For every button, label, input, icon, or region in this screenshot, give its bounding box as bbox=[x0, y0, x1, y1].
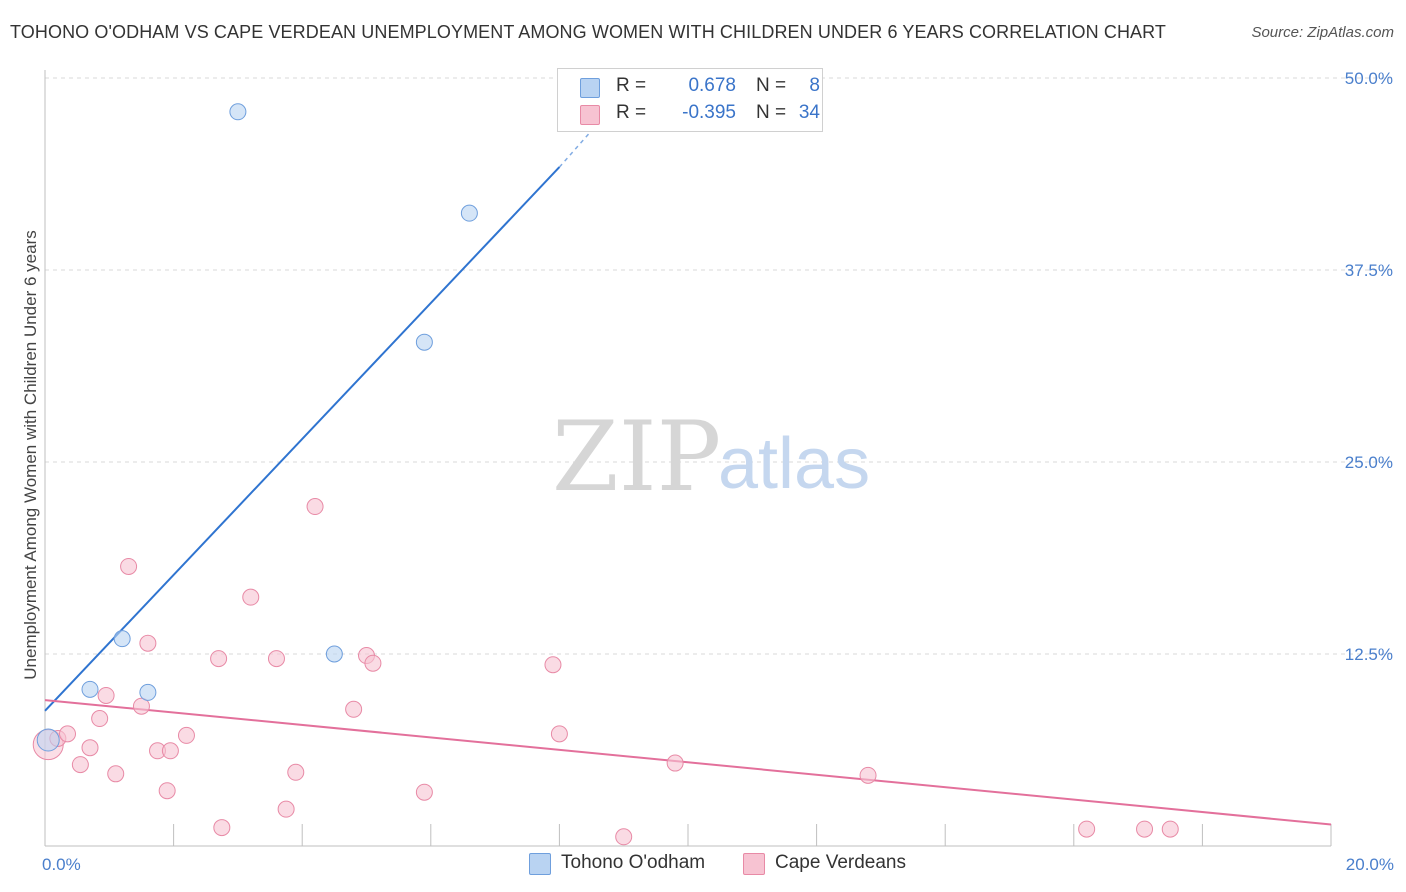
cape-verdean-point bbox=[213, 819, 231, 837]
tohono-trend-line bbox=[44, 166, 561, 712]
source-credit: Source: ZipAtlas.com bbox=[1251, 24, 1394, 41]
x-tick-label: 20.0% bbox=[1346, 855, 1394, 874]
n-value: 8 bbox=[809, 75, 820, 96]
stats-legend: R = 0.678 N = 8 R = -0.395 N = 34 bbox=[557, 68, 823, 132]
chart-title: TOHONO O'ODHAM VS CAPE VERDEAN UNEMPLOYM… bbox=[10, 22, 1167, 42]
cape-verdean-point bbox=[132, 697, 150, 715]
cape-verdean-point bbox=[97, 686, 115, 704]
grid-layer bbox=[45, 77, 1392, 655]
cape-verdean-point bbox=[59, 725, 77, 743]
r-label: R = bbox=[616, 75, 647, 96]
r-value: 0.678 bbox=[688, 75, 736, 96]
points-layer bbox=[32, 103, 1179, 846]
bottom-legend-swatch-blue bbox=[529, 853, 551, 875]
cape-verdean-point bbox=[91, 710, 109, 728]
watermark-zip: ZIP bbox=[552, 401, 721, 513]
cape-verdean-point bbox=[71, 756, 89, 774]
cape-verdean-point bbox=[345, 700, 363, 718]
cape-verdean-point bbox=[615, 828, 633, 846]
legend-swatch-blue bbox=[580, 78, 600, 98]
cape-verdean-point bbox=[242, 588, 260, 606]
tohono-point bbox=[81, 680, 99, 698]
cape-verdean-point bbox=[287, 763, 305, 781]
legend-swatch-pink bbox=[580, 105, 600, 125]
cape-verdean-point bbox=[1078, 820, 1096, 838]
tohono-point bbox=[325, 645, 343, 663]
cape-verdean-point bbox=[666, 754, 684, 772]
r-value: -0.395 bbox=[682, 102, 736, 123]
cape-verdean-point bbox=[364, 654, 382, 672]
axes-layer bbox=[44, 70, 1332, 847]
tohono-point bbox=[139, 683, 157, 701]
cape-verdean-point bbox=[1136, 820, 1154, 838]
watermark: ZIP atlas bbox=[552, 401, 870, 513]
n-label: N = bbox=[756, 75, 787, 96]
cape-verdean-point bbox=[81, 739, 99, 757]
cape-verdean-point bbox=[161, 742, 179, 760]
cape-verdean-point bbox=[139, 634, 157, 652]
tohono-point bbox=[415, 333, 433, 351]
n-label: N = bbox=[756, 102, 787, 123]
x-tick-label: 0.0% bbox=[42, 855, 81, 874]
ticks-layer: 12.5% 25.0% 37.5% 50.0% 0.0% 20.0% bbox=[42, 69, 1394, 874]
bottom-legend-swatch-pink bbox=[743, 853, 765, 875]
cape-verdean-point bbox=[550, 725, 568, 743]
cape-verdean-point bbox=[120, 557, 138, 575]
cape-verdean-point bbox=[107, 765, 125, 783]
bottom-legend-label: Cape Verdeans bbox=[775, 852, 906, 873]
n-value: 34 bbox=[798, 102, 820, 123]
cape-verdean-point bbox=[544, 656, 562, 674]
tohono-point bbox=[36, 728, 60, 752]
cape-verdean-point bbox=[277, 800, 295, 818]
y-axis-label: Unemployment Among Women with Children U… bbox=[21, 230, 40, 679]
cape-verdean-point bbox=[859, 766, 877, 784]
y-tick-label: 50.0% bbox=[1345, 69, 1393, 88]
cape-verdean-point bbox=[415, 783, 433, 801]
cape-verdean-point bbox=[306, 498, 324, 516]
cape-verdean-point bbox=[158, 782, 176, 800]
r-label: R = bbox=[616, 102, 647, 123]
y-tick-label: 37.5% bbox=[1345, 261, 1393, 280]
bottom-legend-label: Tohono O'odham bbox=[561, 852, 706, 873]
tohono-point bbox=[113, 630, 131, 648]
tohono-point bbox=[229, 103, 247, 121]
y-tick-label: 25.0% bbox=[1345, 453, 1393, 472]
cape-verdean-point bbox=[267, 650, 285, 668]
y-tick-label: 12.5% bbox=[1345, 645, 1393, 664]
cape-verdean-point bbox=[1161, 820, 1179, 838]
cape-verdean-point bbox=[210, 650, 228, 668]
cape-verdean-trend-line bbox=[44, 699, 1332, 826]
tohono-point bbox=[460, 204, 478, 222]
watermark-atlas: atlas bbox=[718, 424, 870, 504]
cape-verdean-point bbox=[177, 726, 195, 744]
